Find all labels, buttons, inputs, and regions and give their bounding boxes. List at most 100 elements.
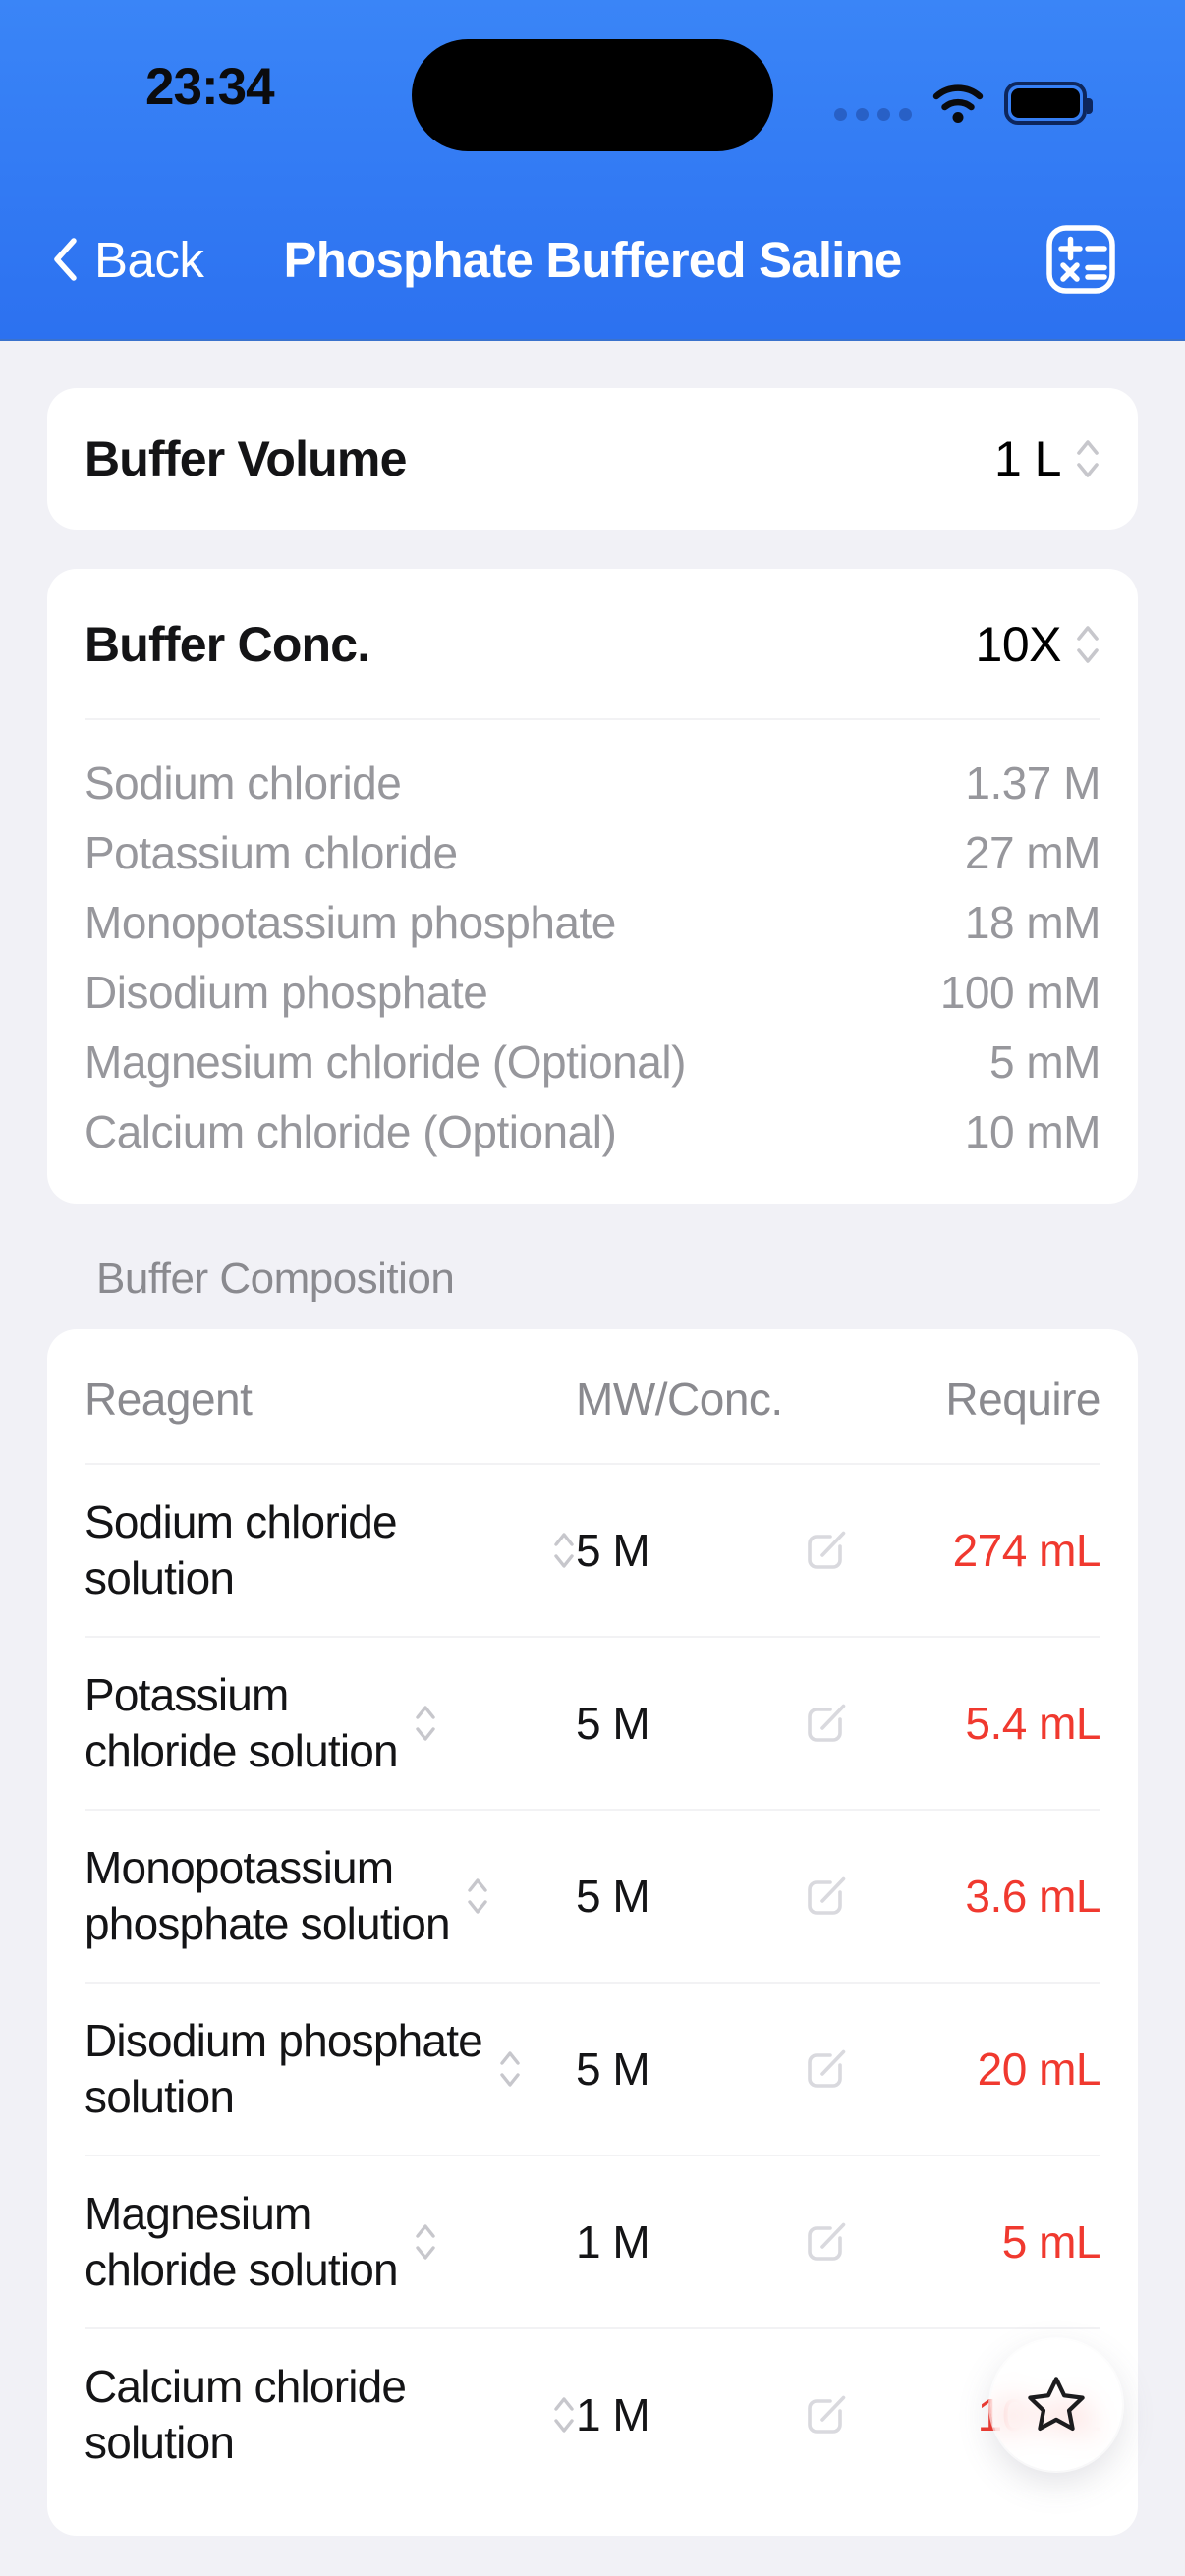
buffer-composition-card: Reagent MW/Conc. Require Sodium chloride… <box>47 1329 1138 2536</box>
component-row: Sodium chloride 1.37 M <box>85 748 1100 817</box>
component-name: Potassium chloride <box>85 826 458 878</box>
reagent-conc: 5 M <box>576 1698 650 1749</box>
buffer-conc-card: Buffer Conc. 10X Sodium chloride 1.37 M … <box>47 569 1138 1204</box>
reagent-selector[interactable]: Monopotassium phosphate solution <box>85 1840 576 1952</box>
reagent-name: Magnesium chloride solution <box>85 2188 399 2295</box>
component-name: Monopotassium phosphate <box>85 896 616 948</box>
star-icon <box>1023 2372 1090 2438</box>
edit-conc-button[interactable] <box>758 2216 895 2268</box>
calculator-icon <box>1044 222 1118 297</box>
column-header-require: Require <box>945 1373 1100 1425</box>
component-value: 5 mM <box>989 1036 1101 1088</box>
component-value: 27 mM <box>964 826 1101 878</box>
buffer-conc-value: 10X <box>975 617 1062 672</box>
edit-conc-button[interactable] <box>758 1525 895 1576</box>
status-icons <box>834 79 1093 128</box>
table-row: Potassium chloride solution 5 M 5.4 mL <box>85 1638 1101 1811</box>
table-header-row: Reagent MW/Conc. Require <box>85 1363 1101 1463</box>
component-value: 10 mM <box>964 1105 1101 1157</box>
chevron-up-down-icon <box>1075 622 1100 667</box>
reagent-conc: 1 M <box>576 2389 650 2440</box>
square-pencil-icon <box>801 2389 852 2440</box>
square-pencil-icon <box>801 1525 852 1576</box>
square-pencil-icon <box>801 1871 852 1922</box>
component-row: Potassium chloride 27 mM <box>85 817 1101 887</box>
column-header-reagent: Reagent <box>85 1373 253 1425</box>
table-row: Disodium phosphate solution 5 M 20 mL <box>85 1984 1101 2156</box>
navigation-bar: Back Phosphate Buffered Saline <box>0 217 1185 302</box>
reagent-conc: 1 M <box>576 2216 650 2268</box>
component-name: Calcium chloride (Optional) <box>85 1105 617 1157</box>
table-row: Monopotassium phosphate solution 5 M 3.6… <box>85 1811 1101 1984</box>
required-volume: 3.6 mL <box>965 1871 1100 1922</box>
header: 23:34 Back <box>0 0 1185 341</box>
edit-conc-button[interactable] <box>758 1698 895 1749</box>
chevron-up-down-icon <box>414 2221 437 2263</box>
required-volume: 5 mL <box>1001 2216 1101 2268</box>
favorite-button[interactable] <box>990 2339 1122 2471</box>
reagent-conc: 5 M <box>576 2044 650 2095</box>
component-row: Disodium phosphate 100 mM <box>85 957 1101 1027</box>
component-name: Disodium phosphate <box>85 966 488 1018</box>
chevron-up-down-icon <box>552 1530 576 1571</box>
reagent-selector[interactable]: Magnesium chloride solution <box>85 2186 576 2298</box>
component-row: Magnesium chloride (Optional) 5 mM <box>85 1027 1101 1096</box>
required-volume: 274 mL <box>952 1525 1101 1576</box>
buffer-volume-value: 1 L <box>993 431 1062 486</box>
edit-conc-button[interactable] <box>758 2389 895 2440</box>
chevron-up-down-icon <box>1075 436 1100 481</box>
table-row: Calcium chloride solution 1 M 10 mL <box>85 2329 1101 2510</box>
buffer-volume-label: Buffer Volume <box>85 431 407 486</box>
chevron-up-down-icon <box>414 1703 437 1744</box>
component-value: 18 mM <box>964 896 1101 948</box>
component-row: Monopotassium phosphate 18 mM <box>85 887 1101 957</box>
divider <box>85 718 1100 720</box>
reagent-selector[interactable]: Disodium phosphate solution <box>85 2013 576 2125</box>
reagent-name: Potassium chloride solution <box>85 1669 399 1776</box>
battery-icon <box>1004 82 1093 125</box>
wifi-icon <box>931 83 985 124</box>
reagent-name: Monopotassium phosphate solution <box>85 1842 451 1949</box>
cellular-signal-icon <box>834 86 912 121</box>
buffer-volume-stepper[interactable]: 1 L <box>994 430 1100 487</box>
chevron-up-down-icon <box>498 2048 522 2090</box>
required-volume: 20 mL <box>977 2044 1101 2095</box>
calculator-button[interactable] <box>1044 222 1118 297</box>
section-label-buffer-composition: Buffer Composition <box>96 1255 455 1303</box>
reagent-name: Disodium phosphate solution <box>85 2015 483 2122</box>
component-value: 100 mM <box>939 966 1101 1018</box>
reagent-selector[interactable]: Potassium chloride solution <box>85 1667 576 1779</box>
component-name: Sodium chloride <box>85 756 402 809</box>
divider <box>85 1463 1100 1465</box>
square-pencil-icon <box>801 2216 852 2268</box>
edit-conc-button[interactable] <box>758 2044 895 2095</box>
reagent-selector[interactable]: Sodium chloride solution <box>85 1494 576 1606</box>
status-time: 23:34 <box>145 58 275 116</box>
chevron-up-down-icon <box>466 1876 489 1917</box>
column-header-conc: MW/Conc. <box>576 1373 783 1425</box>
reagent-selector[interactable]: Calcium chloride solution <box>85 2359 576 2471</box>
chevron-up-down-icon <box>552 2394 576 2436</box>
back-label: Back <box>94 231 204 288</box>
page-title: Phosphate Buffered Saline <box>283 231 903 288</box>
dynamic-island <box>412 39 773 151</box>
buffer-conc-stepper[interactable]: 10X <box>976 616 1100 673</box>
edit-conc-button[interactable] <box>758 1871 895 1922</box>
buffer-conc-label: Buffer Conc. <box>85 617 370 672</box>
square-pencil-icon <box>801 2044 852 2095</box>
reagent-conc: 5 M <box>576 1871 650 1922</box>
required-volume: 5.4 mL <box>965 1698 1100 1749</box>
table-row: Sodium chloride solution 5 M 274 mL <box>85 1465 1101 1638</box>
back-chevron-icon <box>51 236 79 283</box>
component-row: Calcium chloride (Optional) 10 mM <box>85 1096 1101 1166</box>
back-button[interactable]: Back <box>51 217 204 302</box>
reagent-conc: 5 M <box>576 1525 650 1576</box>
table-row: Magnesium chloride solution 1 M 5 mL <box>85 2156 1101 2329</box>
square-pencil-icon <box>801 1698 852 1749</box>
reagent-name: Sodium chloride solution <box>85 1496 398 1603</box>
reagent-name: Calcium chloride solution <box>85 2361 407 2468</box>
component-value: 1.37 M <box>965 756 1100 809</box>
buffer-volume-card: Buffer Volume 1 L <box>47 388 1138 530</box>
component-name: Magnesium chloride (Optional) <box>85 1036 686 1088</box>
